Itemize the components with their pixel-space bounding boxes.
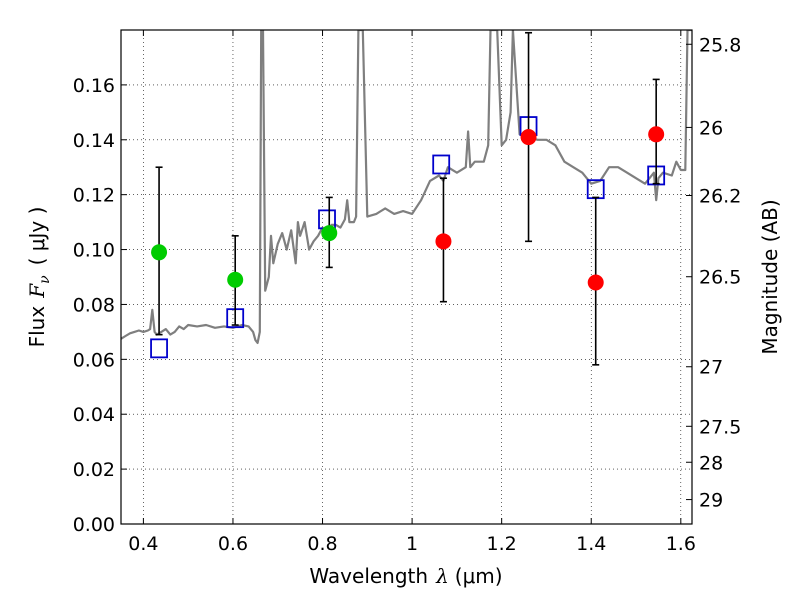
y-axis-label-symbol: F bbox=[25, 283, 49, 299]
y-axis-label-prefix: Flux bbox=[25, 306, 49, 348]
x-tick-label: 0.4 bbox=[128, 533, 158, 555]
y2-tick-label: 26.2 bbox=[699, 185, 741, 207]
y-axis-label-subscript: ν bbox=[37, 275, 53, 284]
y2-axis-label: Magnitude (AB) bbox=[758, 199, 782, 354]
y-axis-label-unit: ( μJy ) bbox=[25, 207, 49, 266]
y-axis-label: Flux Fν ( μJy ) bbox=[25, 207, 53, 348]
plot-area bbox=[121, 30, 692, 366]
green-data-point bbox=[227, 271, 244, 288]
x-tick-label: 0.8 bbox=[307, 533, 337, 555]
model-point bbox=[150, 338, 168, 359]
green-data-point bbox=[151, 244, 168, 261]
axis-ticks: 0.4 0.6 0.8 1 1.2 1.4 1.6 0.00 0.02 0.04 0.06 0.08 0… bbox=[73, 30, 741, 555]
y-tick-label: 0.16 bbox=[73, 75, 115, 97]
x-axis-label: Wavelength λ (μm) bbox=[309, 564, 502, 588]
y-tick-label: 0.02 bbox=[73, 459, 115, 481]
x-axis-label-prefix: Wavelength bbox=[309, 564, 428, 588]
y-tick-label: 0.14 bbox=[73, 130, 115, 152]
y2-tick-label: 29 bbox=[699, 490, 723, 512]
y2-tick-label: 26 bbox=[699, 117, 723, 139]
red-data-point bbox=[435, 233, 452, 250]
y-tick-label: 0.10 bbox=[73, 240, 115, 262]
y-tick-label: 0.08 bbox=[73, 294, 115, 316]
y2-tick-label: 26.5 bbox=[699, 267, 741, 289]
y-tick-label: 0.06 bbox=[73, 349, 115, 371]
y-tick-label: 0.00 bbox=[73, 514, 115, 536]
x-tick-label: 0.6 bbox=[218, 533, 248, 555]
y2-tick-label: 25.8 bbox=[699, 34, 741, 56]
y-tick-label: 0.12 bbox=[73, 185, 115, 207]
model-point bbox=[432, 154, 451, 175]
spectrum-line bbox=[121, 30, 692, 344]
y-tick-label: 0.04 bbox=[73, 404, 115, 426]
x-axis-label-symbol: λ bbox=[435, 564, 449, 588]
green-data-point bbox=[321, 225, 338, 242]
red-data-point bbox=[648, 126, 665, 143]
red-data-point bbox=[587, 274, 604, 291]
x-tick-label: 1.4 bbox=[576, 533, 606, 555]
y2-tick-label: 27.5 bbox=[699, 416, 741, 438]
x-tick-label: 1.6 bbox=[666, 533, 696, 555]
x-tick-label: 1 bbox=[406, 533, 418, 555]
plot-background bbox=[121, 30, 692, 524]
x-axis-label-unit: (μm) bbox=[455, 564, 503, 588]
red-data-point bbox=[520, 129, 537, 146]
x-tick-label: 1.2 bbox=[487, 533, 517, 555]
y2-tick-label: 28 bbox=[699, 452, 723, 474]
y2-tick-label: 27 bbox=[699, 357, 723, 379]
